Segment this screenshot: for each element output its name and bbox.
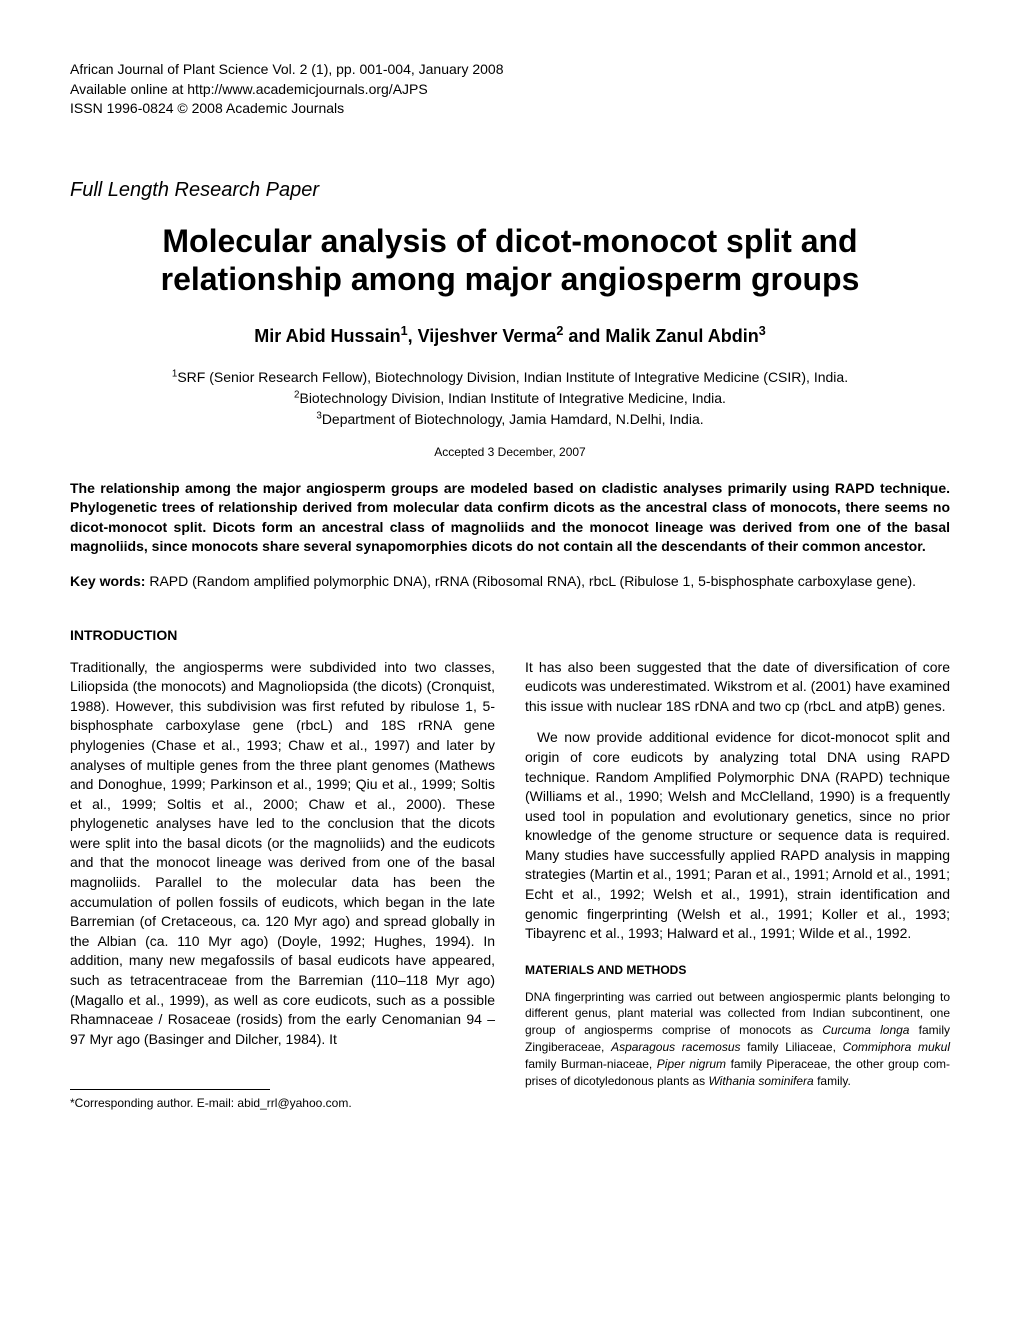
intro-paragraph-2: It has also been suggested that the date… xyxy=(525,658,950,717)
issn-line: ISSN 1996-0824 © 2008 Academic Journals xyxy=(70,99,950,119)
accepted-date: Accepted 3 December, 2007 xyxy=(70,445,950,459)
journal-line: African Journal of Plant Science Vol. 2 … xyxy=(70,60,950,80)
corresponding-author-footnote: *Corresponding author. E-mail: abid_rrl@… xyxy=(70,1095,495,1112)
footnote-divider xyxy=(70,1089,270,1090)
title-line-1: Molecular analysis of dicot-monocot spli… xyxy=(162,223,857,259)
body-columns: Traditionally, the angiosperms were subd… xyxy=(70,658,950,1113)
authors: Mir Abid Hussain1, Vijeshver Verma2 and … xyxy=(70,324,950,347)
materials-methods-heading: MATERIALS AND METHODS xyxy=(525,962,950,979)
intro-paragraph-3: We now provide additional evidence for d… xyxy=(525,728,950,944)
keywords: Key words: RAPD (Random amplified polymo… xyxy=(70,572,950,592)
affiliation-2: 2Biotechnology Division, Indian Institut… xyxy=(70,388,950,409)
affiliations: 1SRF (Senior Research Fellow), Biotechno… xyxy=(70,367,950,430)
paper-type: Full Length Research Paper xyxy=(70,179,950,202)
keywords-text: RAPD (Random amplified polymorphic DNA),… xyxy=(145,573,916,589)
keywords-label: Key words: xyxy=(70,573,145,589)
journal-header: African Journal of Plant Science Vol. 2 … xyxy=(70,60,950,119)
affiliation-3: 3Department of Biotechnology, Jamia Hamd… xyxy=(70,409,950,430)
affiliation-1: 1SRF (Senior Research Fellow), Biotechno… xyxy=(70,367,950,388)
intro-paragraph-1: Traditionally, the angiosperms were subd… xyxy=(70,658,495,1050)
title-line-2: relationship among major angiosperm grou… xyxy=(161,261,860,297)
abstract: The relationship among the major angiosp… xyxy=(70,479,950,557)
methods-paragraph: DNA fingerprinting was carried out betwe… xyxy=(525,989,950,1090)
online-line: Available online at http://www.academicj… xyxy=(70,80,950,100)
right-column: It has also been suggested that the date… xyxy=(525,658,950,1113)
left-column: Traditionally, the angiosperms were subd… xyxy=(70,658,495,1113)
introduction-heading: INTRODUCTION xyxy=(70,627,950,643)
paper-title: Molecular analysis of dicot-monocot spli… xyxy=(70,222,950,299)
